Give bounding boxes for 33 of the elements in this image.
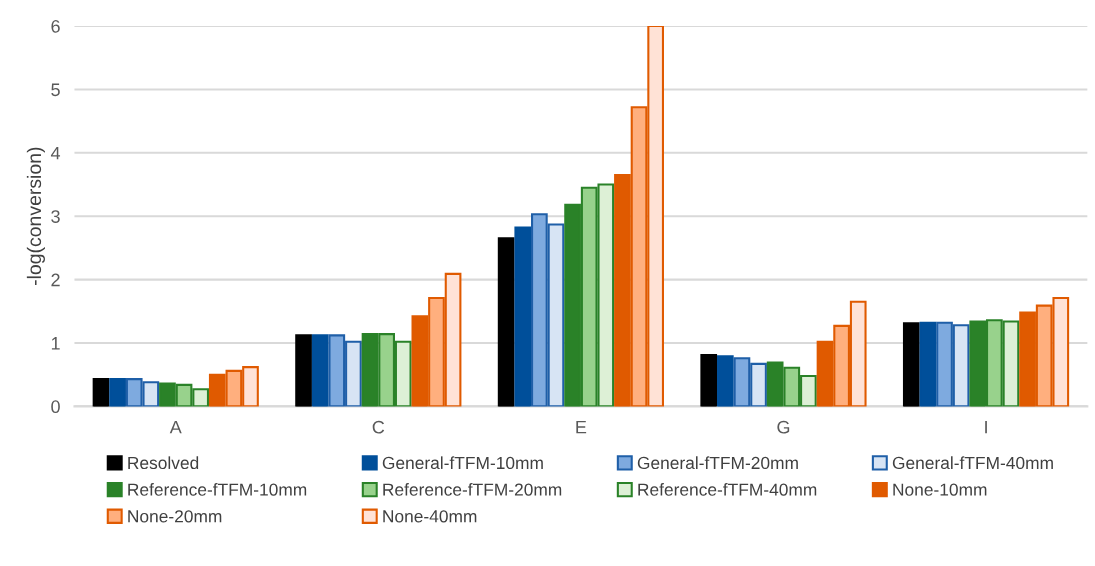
bar	[514, 226, 532, 407]
legend-label: Reference-fTFM-40mm	[638, 483, 817, 496]
bar	[716, 355, 734, 407]
y-tick-label: 6	[51, 19, 60, 33]
legend-label: Reference-fTFM-10mm	[128, 483, 307, 496]
y-tick-label: 5	[51, 83, 60, 97]
x-tick-label: E	[576, 420, 587, 434]
bar	[497, 237, 515, 407]
x-tick-label: I	[985, 420, 987, 434]
x-tick-label: C	[372, 420, 385, 434]
bar	[109, 378, 126, 407]
bar	[919, 321, 937, 407]
x-tick-label: G	[777, 420, 790, 434]
y-tick-label: 4	[50, 146, 61, 160]
bar	[311, 334, 329, 407]
bar	[700, 354, 718, 407]
legend-label: None-40mm	[383, 510, 477, 523]
legend-label: None-10mm	[893, 483, 987, 496]
y-tick-label: 2	[51, 273, 60, 287]
bar	[902, 322, 920, 407]
legend-label: Reference-fTFM-20mm	[383, 483, 562, 496]
y-tick-label: 3	[51, 210, 60, 223]
legend-label: Resolved	[128, 456, 199, 470]
x-tick-label: A	[169, 420, 182, 434]
y-tick-label: 1	[51, 337, 60, 350]
legend-label: General-fTFM-10mm	[382, 456, 543, 470]
bar	[92, 378, 110, 407]
y-axis-title: -log(conversion)	[26, 147, 45, 286]
legend-label: General-fTFM-20mm	[637, 456, 798, 470]
legend-label: General-fTFM-40mm	[892, 456, 1053, 470]
y-tick-label: 0	[51, 400, 60, 414]
bar	[295, 334, 312, 407]
legend-label: None-20mm	[128, 510, 222, 523]
